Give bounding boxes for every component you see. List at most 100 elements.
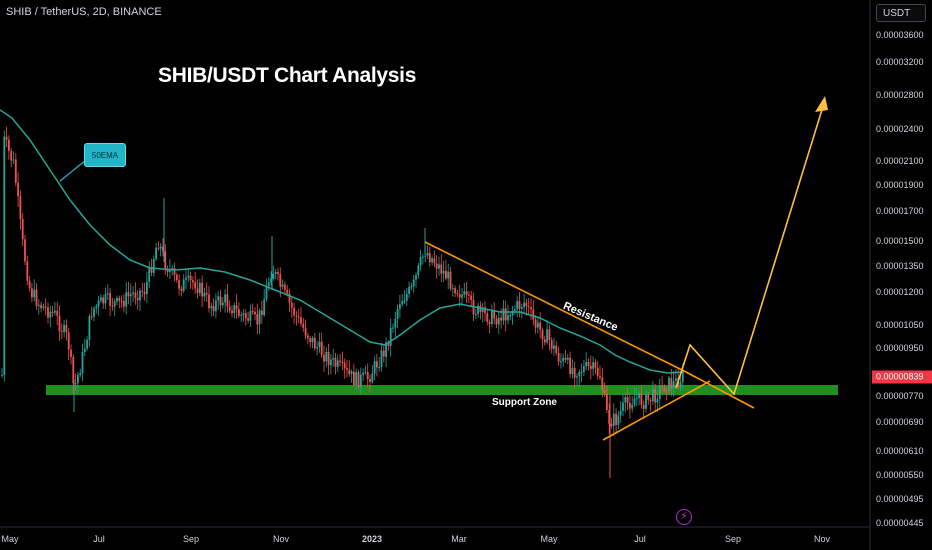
candle-body	[527, 306, 530, 308]
candle-body	[403, 300, 406, 302]
candle-body	[518, 301, 521, 309]
candle-body	[233, 305, 236, 314]
candle-body	[470, 295, 473, 300]
candle-body	[454, 288, 456, 294]
candle-body	[311, 337, 314, 343]
candle-body	[422, 256, 424, 258]
candle-body	[424, 255, 427, 257]
candle-body	[601, 377, 604, 390]
candle-body	[189, 275, 192, 281]
candle-body	[19, 196, 22, 219]
candle-body	[592, 362, 594, 369]
time-axis-tick: Mar	[451, 534, 467, 544]
candle-body	[670, 377, 673, 389]
candle-body	[461, 294, 463, 298]
candle-body	[42, 306, 45, 309]
candle-body	[201, 282, 203, 297]
candle-body	[603, 389, 606, 394]
candles	[1, 126, 684, 478]
candle-body	[60, 331, 63, 333]
candle-body	[348, 369, 351, 375]
candle-body	[463, 291, 466, 295]
candle-body	[313, 337, 316, 349]
candle-body	[205, 292, 208, 295]
candle-body	[594, 362, 597, 368]
candle-body	[166, 269, 169, 272]
candle-body	[500, 317, 502, 321]
candle-body	[491, 309, 493, 324]
candle-body	[343, 362, 346, 369]
candle-body	[56, 310, 59, 316]
candle-body	[256, 314, 259, 325]
candle-body	[63, 324, 65, 333]
candle-body	[359, 374, 362, 388]
price-axis-tick: 0.00000495	[876, 494, 924, 504]
candle-body	[569, 357, 571, 375]
candle-body	[537, 322, 539, 328]
candle-body	[543, 339, 546, 343]
candle-body	[511, 310, 514, 316]
candle-body	[226, 294, 229, 307]
candle-body	[129, 294, 132, 297]
candle-body	[474, 314, 477, 316]
candle-body	[141, 290, 144, 292]
support-trendline-lower	[685, 371, 755, 409]
candle-body	[649, 399, 652, 402]
candle-body	[51, 311, 54, 313]
candle-body	[8, 139, 10, 151]
candle-body	[417, 265, 420, 276]
candle-body	[178, 280, 180, 289]
price-axis-tick: 0.00002100	[876, 156, 924, 166]
candle-body	[323, 354, 325, 362]
candle-body	[566, 357, 569, 360]
candle-body	[1, 374, 3, 376]
candle-body	[385, 342, 387, 357]
candle-body	[159, 246, 162, 249]
candle-body	[212, 305, 215, 312]
candle-body	[635, 398, 638, 400]
candle-body	[187, 275, 190, 278]
time-axis-tick: May	[1, 534, 19, 544]
candle-body	[401, 301, 404, 305]
candle-body	[497, 317, 500, 325]
candle-body	[658, 386, 661, 400]
projection-path	[675, 99, 826, 396]
candle-body	[357, 372, 360, 388]
currency-button[interactable]: USDT	[876, 4, 926, 22]
candle-body	[95, 306, 98, 309]
candle-body	[90, 316, 93, 318]
candle-body	[550, 340, 553, 349]
candle-body	[534, 319, 537, 328]
candle-body	[180, 288, 183, 291]
candle-body	[72, 357, 75, 384]
candle-body	[516, 301, 519, 310]
candle-body	[633, 398, 636, 405]
candle-body	[97, 300, 100, 307]
candle-body	[679, 381, 682, 387]
candle-body	[157, 247, 160, 249]
candle-body	[571, 367, 574, 375]
candle-body	[412, 279, 415, 287]
candle-body	[104, 293, 107, 304]
price-axis-tick: 0.00001200	[876, 287, 924, 297]
candle-body	[656, 399, 659, 403]
candle-body	[479, 305, 482, 313]
candle-body	[5, 136, 8, 140]
price-axis-tick: 0.00001350	[876, 261, 924, 271]
candle-body	[520, 307, 523, 309]
candle-body	[564, 357, 567, 360]
flash-icon[interactable]: ⚡	[676, 509, 692, 525]
candle-body	[647, 394, 650, 400]
candle-body	[47, 307, 49, 318]
candle-body	[70, 349, 72, 358]
candle-body	[307, 335, 309, 339]
candle-body	[251, 311, 254, 313]
candle-body	[249, 311, 252, 321]
candle-body	[215, 300, 217, 312]
candle-body	[185, 277, 187, 280]
candle-body	[74, 383, 77, 385]
candle-body	[573, 367, 576, 378]
candle-body	[578, 372, 581, 377]
candle-body	[37, 304, 40, 306]
